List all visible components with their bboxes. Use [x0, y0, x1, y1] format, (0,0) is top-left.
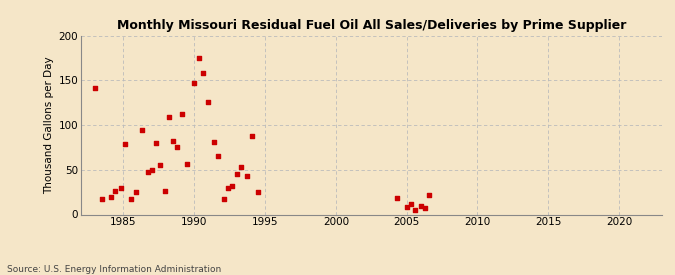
Point	[97, 197, 107, 202]
Point	[172, 145, 183, 150]
Point	[241, 174, 252, 178]
Point	[236, 165, 246, 169]
Title: Monthly Missouri Residual Fuel Oil All Sales/Deliveries by Prime Supplier: Monthly Missouri Residual Fuel Oil All S…	[117, 19, 626, 32]
Point	[193, 56, 204, 60]
Point	[424, 192, 435, 197]
Point	[247, 134, 258, 138]
Point	[197, 71, 208, 75]
Point	[115, 185, 126, 190]
Point	[159, 189, 170, 194]
Point	[392, 195, 402, 200]
Point	[252, 190, 263, 194]
Point	[410, 208, 421, 212]
Point	[167, 139, 178, 144]
Point	[406, 202, 416, 206]
Point	[176, 112, 187, 117]
Point	[151, 141, 161, 145]
Point	[131, 190, 142, 194]
Y-axis label: Thousand Gallons per Day: Thousand Gallons per Day	[45, 56, 54, 194]
Point	[182, 162, 192, 167]
Point	[415, 204, 426, 208]
Point	[146, 167, 157, 172]
Point	[223, 185, 234, 190]
Point	[213, 154, 223, 159]
Point	[105, 194, 116, 199]
Point	[401, 205, 412, 210]
Point	[155, 163, 165, 167]
Point	[227, 184, 238, 188]
Point	[109, 189, 120, 194]
Text: Source: U.S. Energy Information Administration: Source: U.S. Energy Information Administ…	[7, 265, 221, 274]
Point	[119, 142, 130, 146]
Point	[420, 206, 431, 210]
Point	[219, 197, 230, 202]
Point	[209, 140, 219, 144]
Point	[232, 172, 242, 177]
Point	[90, 85, 101, 90]
Point	[125, 197, 136, 202]
Point	[163, 115, 174, 119]
Point	[142, 170, 153, 175]
Point	[136, 127, 147, 132]
Point	[189, 81, 200, 85]
Point	[203, 100, 214, 104]
